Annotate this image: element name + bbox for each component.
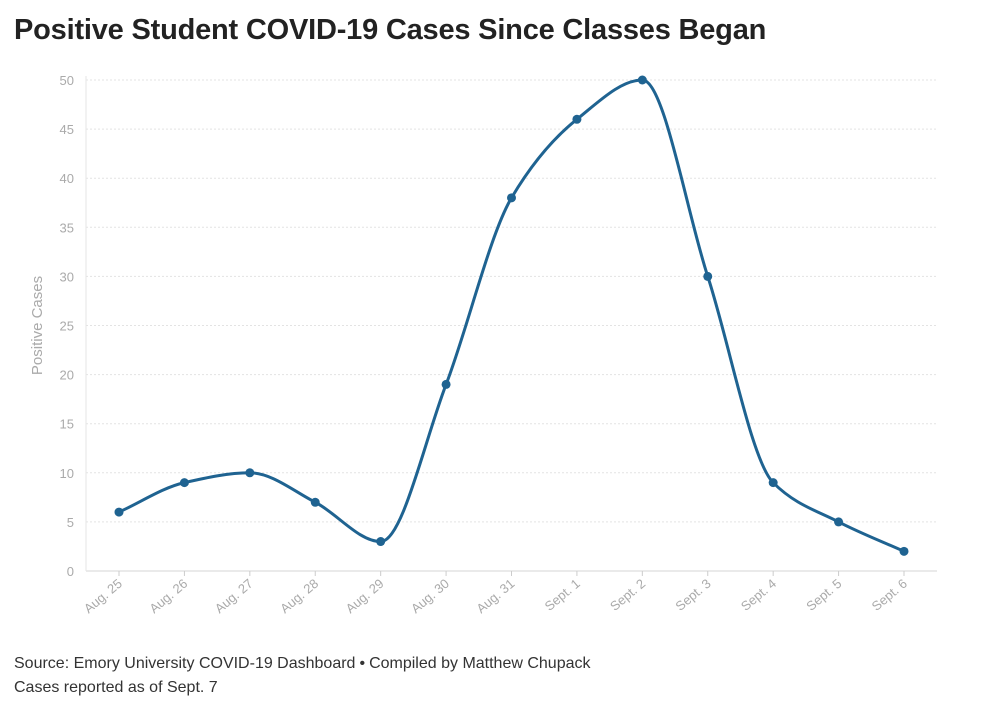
x-tick-label: Aug. 26 [146, 576, 190, 616]
x-tick-label: Aug. 25 [81, 576, 125, 616]
y-tick-label: 35 [60, 220, 74, 235]
x-tick-label: Aug. 31 [473, 576, 517, 616]
data-point-aug-31 [507, 193, 516, 203]
data-point-aug-28 [310, 497, 320, 507]
data-point-aug-25 [114, 507, 124, 517]
x-tick-label: Aug. 27 [212, 576, 256, 616]
data-point-aug-27 [245, 468, 255, 478]
separator-bullet: • [359, 655, 366, 672]
y-tick-label: 30 [60, 269, 74, 284]
y-tick-label: 20 [60, 368, 74, 383]
source-text: Source: Emory University COVID-19 Dashbo… [14, 655, 356, 672]
x-tick-label: Sept. 5 [803, 576, 844, 614]
x-tick-label: Sept. 1 [542, 576, 583, 614]
x-tick-label: Sept. 6 [869, 576, 910, 614]
x-tick-label: Sept. 3 [672, 576, 713, 614]
credit-text: Compiled by Matthew Chupack [369, 655, 591, 672]
data-point-aug-30 [441, 379, 451, 389]
data-point-sept-3 [703, 271, 713, 281]
y-tick-label: 10 [60, 466, 74, 481]
data-point-aug-29 [376, 537, 386, 547]
x-tick-label: Aug. 29 [343, 576, 387, 616]
x-tick-label: Sept. 4 [738, 576, 779, 614]
y-tick-label: 50 [60, 73, 74, 88]
series-line-0 [117, 78, 906, 553]
x-tick-label: Sept. 2 [607, 576, 648, 614]
data-point-sept-2 [637, 75, 647, 85]
footer: Source: Emory University COVID-19 Dashbo… [14, 652, 591, 700]
x-tick-label: Aug. 30 [408, 576, 452, 616]
data-points [114, 75, 909, 556]
data-point-sept-6 [899, 546, 909, 556]
data-point-sept-4 [768, 478, 778, 488]
chart-title: Positive Student COVID-19 Cases Since Cl… [14, 14, 767, 46]
cases-note: Cases reported as of Sept. 7 [14, 679, 218, 696]
y-tick-label: 0 [67, 564, 74, 579]
x-axis-ticks: Aug. 25 Aug. 26 Aug. 27 Aug. 28 Aug. 29 Aug. … [81, 571, 910, 616]
y-axis-label: Positive Cases [29, 276, 46, 375]
data-point-aug-26 [179, 478, 189, 488]
data-point-sept-1 [572, 114, 582, 124]
gridlines [85, 76, 937, 572]
y-tick-label: 45 [60, 122, 74, 137]
y-tick-label: 40 [60, 171, 74, 186]
y-tick-label: 25 [60, 319, 74, 334]
y-tick-label: 15 [60, 417, 74, 432]
y-axis-ticks: 0 5 10 15 20 25 30 35 40 45 50 [60, 73, 74, 579]
x-tick-label: Aug. 28 [277, 576, 321, 616]
source-line: Source: Emory University COVID-19 Dashbo… [14, 652, 591, 676]
series-line-group [117, 78, 906, 553]
y-tick-label: 5 [67, 515, 74, 530]
data-point-sept-5 [834, 517, 844, 527]
